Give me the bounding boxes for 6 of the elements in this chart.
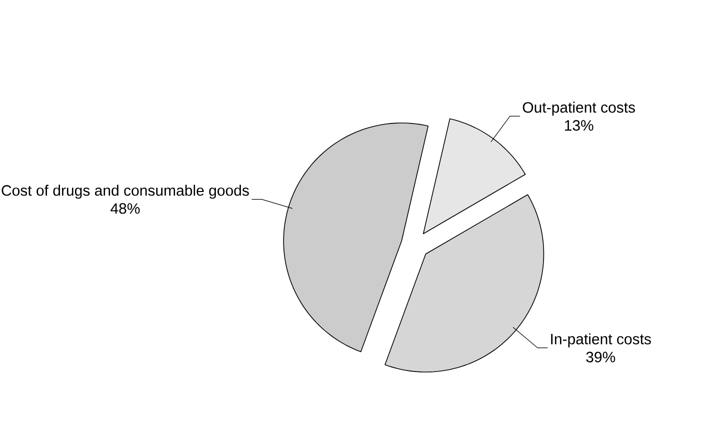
data-label: 13%	[564, 120, 594, 131]
data-label: 48%	[110, 203, 140, 214]
slice-label: In-patient costs	[551, 333, 651, 348]
slice-label: Cost of drugs and consumable goods	[2, 184, 249, 199]
data-label: 39%	[586, 352, 616, 362]
slice-label: Out-patient costs	[522, 102, 635, 116]
